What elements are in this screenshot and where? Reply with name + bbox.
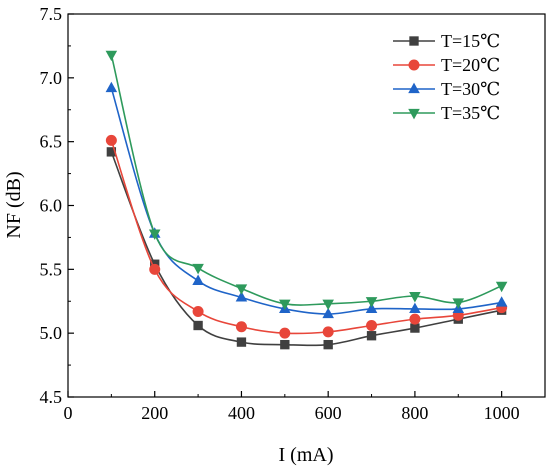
x-tick-label: 200: [141, 403, 168, 423]
data-point-series-0: [106, 147, 117, 157]
legend: T=15℃ T=20℃ T=30℃ T=35℃: [393, 31, 500, 123]
data-point-series-3: [279, 299, 291, 311]
data-point-series-1: [279, 327, 291, 339]
legend-label-2: T=30℃: [441, 79, 500, 99]
legend-marker-3: [408, 108, 420, 120]
y-tick-label: 6.0: [40, 196, 63, 216]
legend-label-0: T=15℃: [441, 31, 500, 51]
data-point-series-1: [322, 326, 334, 338]
data-point-series-2: [409, 302, 421, 314]
x-tick-label: 0: [64, 403, 73, 423]
x-tick-label: 1000: [484, 403, 520, 423]
data-point-series-3: [495, 281, 508, 293]
x-tick-label: 400: [228, 403, 255, 423]
x-tick-label: 600: [315, 403, 342, 423]
data-point-series-2: [192, 274, 204, 285]
y-tick-label: 7.5: [40, 4, 63, 24]
data-point-series-2: [365, 302, 378, 314]
data-point-series-1: [235, 321, 247, 333]
x-tick-label: 800: [401, 403, 428, 423]
series-line-1: [110, 140, 502, 335]
data-point-series-0: [280, 339, 290, 350]
y-axis-title: NF (dB): [3, 171, 25, 238]
y-tick-label: 5.0: [40, 323, 63, 343]
data-point-series-3: [452, 298, 465, 309]
x-axis-title: I (mA): [279, 444, 334, 466]
data-point-series-3: [148, 229, 161, 240]
data-point-series-1: [409, 313, 421, 325]
y-tick-label: 6.5: [40, 132, 63, 152]
data-point-series-1: [149, 263, 161, 275]
data-point-series-1: [366, 320, 378, 332]
plot-area: [105, 50, 508, 350]
data-point-series-2: [105, 81, 118, 93]
data-point-series-3: [105, 50, 118, 62]
data-point-series-2: [495, 296, 508, 307]
legend-marker-0: [409, 36, 419, 46]
data-point-series-0: [236, 337, 247, 347]
data-point-series-0: [193, 320, 203, 331]
legend-marker-1: [408, 59, 420, 71]
legend-label-1: T=20℃: [441, 55, 500, 75]
data-point-series-1: [192, 305, 204, 317]
data-point-series-3: [409, 292, 421, 303]
data-point-series-0: [366, 331, 377, 341]
series-line-0: [110, 151, 502, 347]
data-point-series-3: [192, 263, 204, 275]
y-tick-label: 5.5: [40, 259, 63, 279]
data-point-series-3: [365, 297, 378, 308]
data-point-series-2: [235, 291, 248, 302]
data-point-series-0: [410, 323, 420, 333]
data-point-series-3: [235, 284, 248, 295]
data-point-series-0: [323, 339, 333, 350]
y-tick-label: 4.5: [40, 387, 63, 407]
axis-ticks: 0 200 400 600 800 1000 4.5 5.0 5.5 6.0 6.5 7.0 7.5: [40, 4, 520, 423]
y-tick-label: 7.0: [40, 68, 63, 88]
legend-label-3: T=35℃: [441, 103, 500, 123]
data-point-series-1: [105, 134, 117, 146]
data-point-series-2: [322, 307, 334, 319]
data-point-series-3: [322, 299, 334, 311]
legend-marker-2: [408, 82, 420, 94]
